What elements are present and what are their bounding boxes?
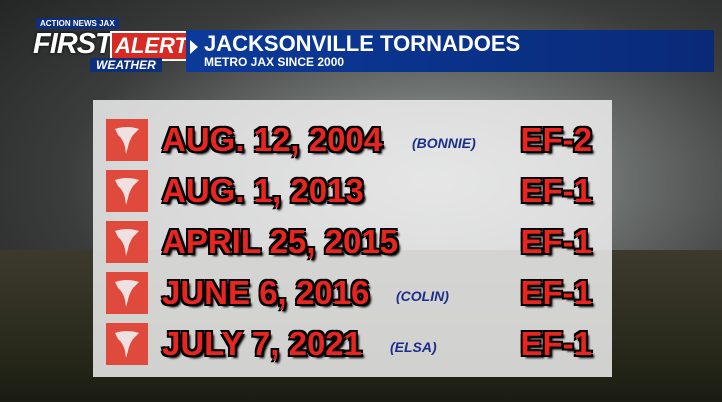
date: AUG. 1, 2013 bbox=[162, 172, 364, 209]
table-row: AUG. 12, 2004 (BONNIE) EF-2 bbox=[93, 117, 612, 163]
ef-rating: EF-1 bbox=[520, 274, 592, 311]
date: APRIL 25, 2015 bbox=[162, 223, 399, 260]
header-title: JACKSONVILLE TORNADOES bbox=[204, 31, 521, 56]
table-panel: AUG. 12, 2004 (BONNIE) EF-2 AUG. 1, 2013 EF-… bbox=[93, 100, 612, 377]
logo-alert: ALERT bbox=[110, 31, 193, 61]
ef-rating: EF-1 bbox=[520, 223, 592, 260]
ef-rating: EF-2 bbox=[520, 121, 592, 158]
logo-weather: WEATHER bbox=[90, 58, 162, 72]
date: JULY 7, 2021 bbox=[162, 325, 362, 362]
storm-name: (BONNIE) bbox=[412, 135, 476, 151]
tornado-icon bbox=[106, 119, 148, 161]
storm-name: (ELSA) bbox=[390, 339, 437, 355]
tornado-icon-art bbox=[106, 272, 148, 314]
table-row: APRIL 25, 2015 EF-1 bbox=[93, 219, 612, 265]
tornado-icon bbox=[106, 272, 148, 314]
storm-name: (COLIN) bbox=[396, 288, 449, 304]
tornado-icon-art bbox=[106, 221, 148, 263]
header-bar bbox=[186, 30, 714, 72]
tornado-icon bbox=[106, 221, 148, 263]
station-name: ACTION NEWS JAX bbox=[36, 18, 119, 29]
logo-first: FIRST bbox=[33, 28, 113, 60]
tornado-icon-art bbox=[106, 323, 148, 365]
ef-rating: EF-1 bbox=[520, 172, 592, 209]
date: AUG. 12, 2004 bbox=[162, 121, 383, 158]
table-row: JULY 7, 2021 (ELSA) EF-1 bbox=[93, 321, 612, 367]
date: JUNE 6, 2016 bbox=[162, 274, 370, 311]
header-arrow bbox=[190, 40, 198, 54]
tornado-icon-art bbox=[106, 170, 148, 212]
tornado-icon bbox=[106, 170, 148, 212]
header-subtitle: METRO JAX SINCE 2000 bbox=[204, 55, 345, 69]
tornado-icon bbox=[106, 323, 148, 365]
table-row: JUNE 6, 2016 (COLIN) EF-1 bbox=[93, 270, 612, 316]
tornado-icon-art bbox=[106, 119, 148, 161]
logo: ACTION NEWS JAX FIRST ALERT WEATHER bbox=[30, 18, 193, 72]
table-row: AUG. 1, 2013 EF-1 bbox=[93, 168, 612, 214]
ef-rating: EF-1 bbox=[520, 325, 592, 362]
